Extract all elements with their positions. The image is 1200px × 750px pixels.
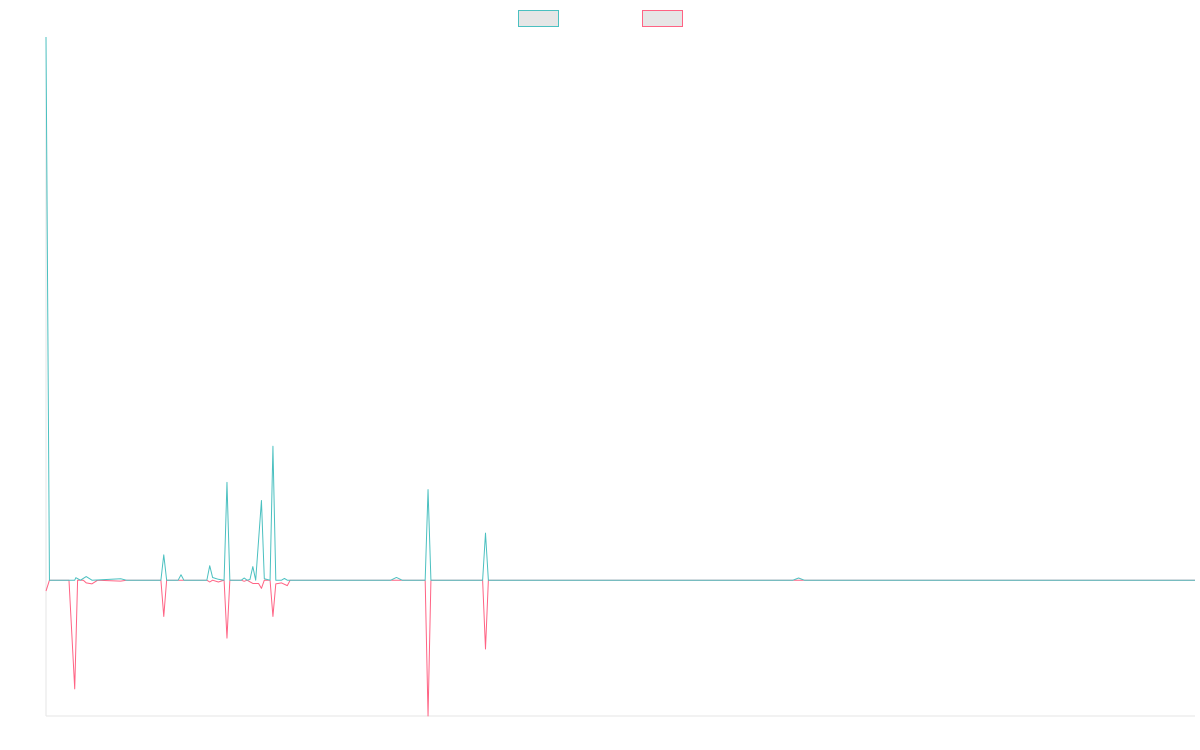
axes [45, 37, 1195, 717]
legend [518, 10, 683, 27]
series-line-2 [45, 579, 1195, 717]
series-line-1 [45, 36, 1195, 581]
legend-swatch-2[interactable] [642, 10, 683, 27]
legend-swatch-1[interactable] [518, 10, 559, 27]
series-group [45, 36, 1195, 717]
